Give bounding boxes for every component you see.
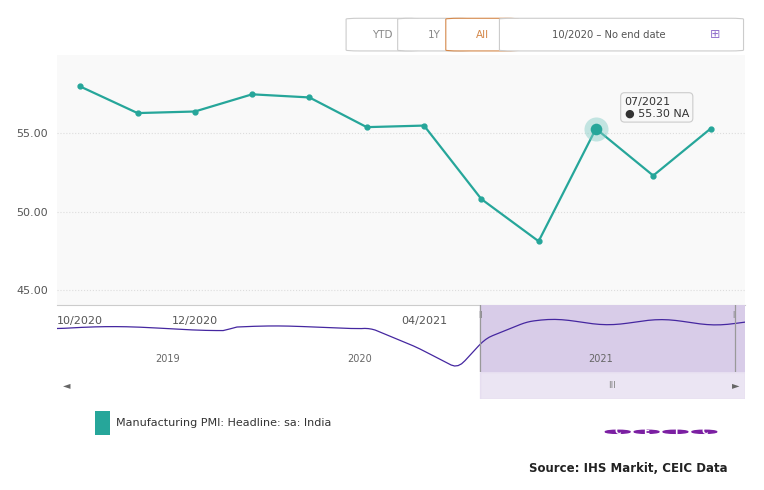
- Circle shape: [634, 430, 659, 433]
- Text: ►: ►: [732, 380, 740, 391]
- Point: [590, 125, 602, 133]
- Text: 07/2021
● 55.30 NA: 07/2021 ● 55.30 NA: [625, 97, 689, 118]
- Text: ◄: ◄: [63, 380, 70, 391]
- Text: 2020: 2020: [348, 354, 372, 364]
- Text: 10/2020 – No end date: 10/2020 – No end date: [552, 29, 665, 40]
- Text: Manufacturing PMI: Headline: sa: India: Manufacturing PMI: Headline: sa: India: [116, 418, 331, 428]
- Text: 2019: 2019: [155, 354, 180, 364]
- FancyBboxPatch shape: [346, 18, 419, 51]
- Bar: [481, 372, 745, 399]
- Text: 1Y: 1Y: [428, 29, 441, 40]
- Text: Source: IHS Markit, CEIC Data: Source: IHS Markit, CEIC Data: [529, 462, 727, 475]
- FancyBboxPatch shape: [398, 18, 471, 51]
- FancyBboxPatch shape: [500, 18, 743, 51]
- Text: C: C: [614, 427, 621, 436]
- Text: 2021: 2021: [588, 354, 613, 364]
- Circle shape: [692, 430, 717, 433]
- Text: II: II: [478, 311, 482, 319]
- Text: II: II: [733, 311, 736, 319]
- Text: ⊞: ⊞: [710, 28, 720, 41]
- Point: [590, 125, 602, 133]
- Circle shape: [663, 430, 688, 433]
- FancyBboxPatch shape: [446, 18, 519, 51]
- Text: All: All: [476, 29, 489, 40]
- FancyBboxPatch shape: [95, 411, 110, 435]
- Circle shape: [605, 430, 630, 433]
- Text: C: C: [701, 427, 707, 436]
- Bar: [481, 305, 745, 372]
- Text: YTD: YTD: [372, 29, 393, 40]
- Text: I: I: [674, 427, 677, 436]
- Text: III: III: [609, 381, 617, 390]
- Text: E: E: [643, 427, 649, 436]
